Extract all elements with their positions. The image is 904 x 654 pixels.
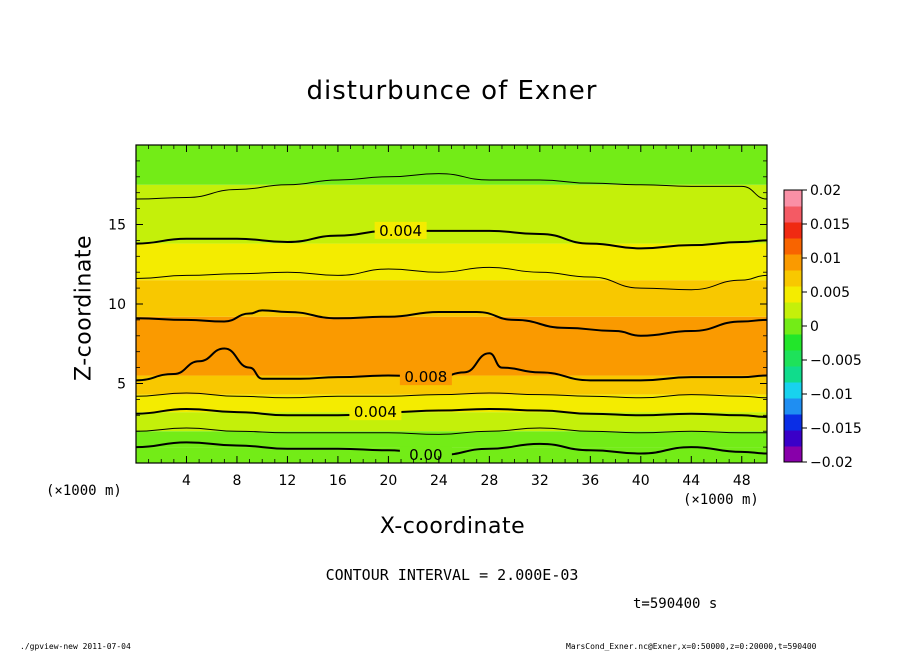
colorbar-swatch [784, 414, 802, 431]
colorbar-swatch [784, 206, 802, 223]
colorbar-tick-label: −0.005 [810, 353, 862, 369]
x-tick-label: 32 [531, 473, 549, 489]
band-9 [136, 145, 767, 185]
colorbar-tick-label: 0.005 [810, 285, 850, 301]
colorbar-tick-label: −0.015 [810, 421, 862, 437]
x-tick-label: 12 [279, 473, 297, 489]
x-tick-label: 44 [682, 473, 700, 489]
colorbar-swatch [784, 430, 802, 447]
colorbar-swatch [784, 350, 802, 367]
colorbar-swatch [784, 286, 802, 303]
x-tick-label: 4 [182, 473, 191, 489]
x-tick-label: 16 [329, 473, 347, 489]
contour-interval: CONTOUR INTERVAL = 2.000E-03 [325, 566, 579, 584]
contour-line-2 [136, 407, 767, 418]
colorbar-swatch [784, 190, 802, 207]
band-7 [136, 243, 767, 281]
max-blob [252, 338, 297, 359]
contour-label-bg [399, 368, 452, 386]
contour-line-0 [136, 441, 767, 457]
colorbar-tick-label: 0.02 [810, 183, 841, 199]
contour-line-8 [136, 173, 767, 200]
footer-left: ./gpview-new 2011-07-04 [20, 642, 131, 651]
colorbar-tick-label: 0.015 [810, 217, 850, 233]
y-tick-label: 10 [108, 297, 126, 313]
contour-label: 0.004 [354, 403, 397, 421]
band-1 [136, 431, 767, 448]
colorbar: 0.02 0.015 0.01 0.005 0 −0.005 −0.01 −0.015 −0.0… [783, 183, 862, 471]
band-2 [136, 412, 767, 432]
colorbar-swatch [784, 270, 802, 287]
x-unit-left: (×1000 m) [46, 483, 122, 499]
colorbar-swatch [784, 302, 802, 319]
colorbar-tick-label: 0 [810, 319, 819, 335]
contour-line-7 [136, 229, 767, 250]
colorbar-tick-label: −0.02 [810, 455, 853, 471]
contour-label: 0.004 [379, 222, 422, 240]
x-tick-label: 8 [232, 473, 241, 489]
x-tick-label: 20 [379, 473, 397, 489]
colorbar-swatch [784, 446, 802, 463]
colorbar-swatch [784, 318, 802, 335]
x-tick-label: 28 [480, 473, 498, 489]
filled-contour-bands [136, 145, 767, 463]
time-stamp: t=590400 s [633, 596, 718, 612]
y-tick-label: 15 [108, 218, 126, 234]
contour-label-bg [374, 221, 427, 239]
band-6 [136, 280, 767, 317]
max-dot [430, 346, 435, 351]
contour-label: 0.00 [409, 446, 442, 464]
band-5 [136, 316, 767, 376]
x-tick-label: 48 [733, 473, 751, 489]
x-tick-label: 24 [430, 473, 448, 489]
colorbar-swatch [784, 334, 802, 351]
y-tick-label: 5 [117, 377, 126, 393]
contour-lines [136, 173, 767, 457]
band-3 [136, 394, 767, 413]
contour-line-3 [136, 392, 767, 399]
contour-line-5 [136, 309, 767, 337]
contour-label-bg [349, 403, 402, 421]
x-axis-ticks: 4 8 12 16 20 24 28 32 36 40 44 48 [148, 145, 755, 489]
x-tick-label: 36 [581, 473, 599, 489]
chart-title: disturbunce of Exner [306, 76, 598, 106]
colorbar-tick-label: 0.01 [810, 251, 841, 267]
contour-label: 0.008 [404, 368, 447, 386]
colorbar-swatch [784, 254, 802, 271]
contour-line-6 [136, 266, 767, 291]
colorbar-swatch [784, 238, 802, 255]
colorbar-tick-label: −0.01 [810, 387, 853, 403]
colorbar-swatch [784, 398, 802, 415]
y-axis-ticks: 5 10 15 [108, 160, 767, 448]
x-tick-label: 40 [632, 473, 650, 489]
colorbar-swatch [784, 382, 802, 399]
y-axis-label: Z-coordinate [71, 235, 97, 381]
colorbar-swatch [784, 222, 802, 239]
footer-right: MarsCond_Exner.nc@Exner,x=0:50000,z=0:20… [566, 642, 817, 651]
band-8 [136, 184, 767, 244]
x-unit-right: (×1000 m) [683, 492, 759, 508]
contour-line-1 [136, 427, 767, 435]
colorbar-swatch [784, 366, 802, 383]
x-axis-label: X-coordinate [379, 514, 526, 539]
